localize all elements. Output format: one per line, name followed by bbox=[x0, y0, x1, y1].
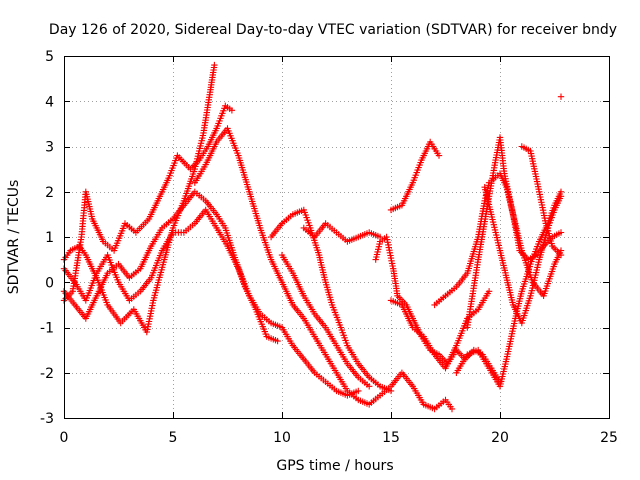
data-point-markers bbox=[267, 206, 395, 395]
x-tick-labels: 0 5 10 15 20 25 bbox=[60, 430, 618, 446]
y-tick-labels: -3 -2 -1 0 1 2 3 4 5 bbox=[40, 49, 54, 427]
data-point-markers bbox=[387, 138, 443, 214]
x-axis-label: GPS time / hours bbox=[276, 458, 393, 474]
y-axis-label: SDTVAR / TECUs bbox=[6, 180, 22, 295]
series-track-7 bbox=[300, 220, 384, 245]
series-trace bbox=[63, 190, 278, 342]
series-track-11 bbox=[387, 288, 493, 372]
data-point-markers bbox=[481, 184, 565, 327]
data-point-markers bbox=[60, 61, 218, 336]
series-track-15 bbox=[481, 184, 565, 327]
data-point-markers bbox=[387, 288, 493, 372]
x-tick-label: 0 bbox=[60, 430, 69, 446]
series-track-5 bbox=[191, 125, 456, 413]
series-trace bbox=[194, 126, 453, 410]
y-tick-label: -3 bbox=[40, 411, 54, 427]
grid-lines bbox=[64, 56, 609, 418]
data-point-markers bbox=[278, 251, 373, 390]
series-track-16 bbox=[518, 143, 565, 259]
series-outlier bbox=[557, 93, 565, 100]
y-tick-label: 4 bbox=[45, 94, 54, 110]
chart-title: Day 126 of 2020, Sidereal Day-to-day VTE… bbox=[49, 22, 617, 38]
y-tick-label: 3 bbox=[45, 140, 54, 156]
series-track-1 bbox=[60, 61, 218, 336]
axis-ticks bbox=[64, 56, 610, 419]
y-tick-label: 1 bbox=[45, 230, 54, 246]
y-tick-label: -2 bbox=[40, 366, 54, 382]
series-track-8 bbox=[278, 251, 373, 390]
series-track-6 bbox=[267, 206, 395, 395]
data-point-markers bbox=[453, 188, 565, 390]
y-tick-label: 0 bbox=[45, 275, 54, 291]
y-tick-label: -1 bbox=[40, 321, 54, 337]
series-track-10 bbox=[387, 138, 443, 214]
data-point-markers bbox=[191, 125, 456, 413]
y-tick-label: 5 bbox=[45, 49, 54, 65]
data-point-markers bbox=[557, 93, 565, 100]
x-tick-label: 15 bbox=[382, 430, 400, 446]
x-tick-label: 10 bbox=[273, 430, 291, 446]
data-point-markers bbox=[300, 220, 384, 245]
x-tick-label: 5 bbox=[169, 430, 178, 446]
series-track-14 bbox=[453, 188, 565, 390]
y-tick-label: 2 bbox=[45, 185, 54, 201]
x-tick-label: 25 bbox=[600, 430, 618, 446]
data-point-markers bbox=[518, 143, 565, 259]
x-tick-label: 20 bbox=[491, 430, 509, 446]
